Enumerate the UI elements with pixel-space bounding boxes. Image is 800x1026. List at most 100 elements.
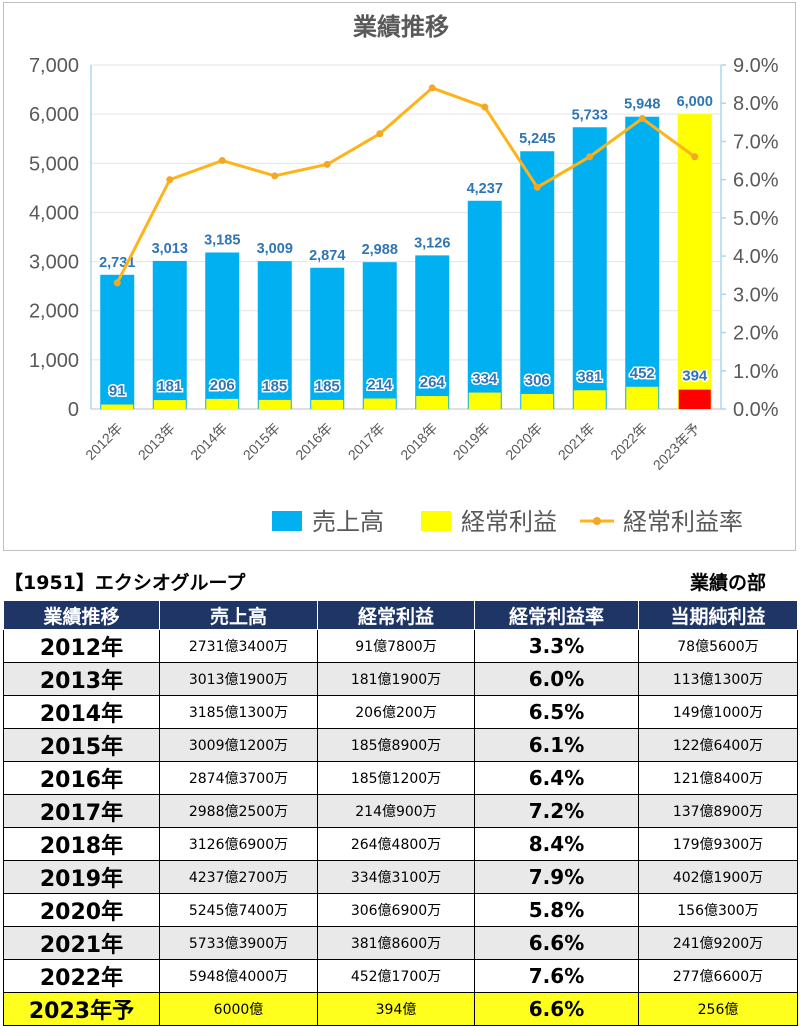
cell-revenue: 6000億	[159, 992, 318, 1026]
cell-ordinary-profit: 91億7800万	[317, 629, 475, 663]
revenue-bar	[257, 261, 292, 409]
table-row: 2014年 3185億1300万 206億200万 6.5% 149億1000万	[3, 695, 798, 729]
chart-title: 業績推移	[353, 13, 449, 41]
cell-revenue: 4237億2700万	[159, 860, 318, 894]
chart-panel: 業績推移 0 1,000 2,000 3,000 4,000 5,000 6,000 7,000…	[3, 2, 796, 551]
cell-revenue: 2731億3400万	[159, 629, 318, 663]
cell-revenue: 5733億3900万	[159, 926, 318, 960]
revenue-bar	[100, 274, 135, 409]
y-right-tick-label: 2.0%	[733, 323, 779, 345]
header-revenue: 売上高	[159, 600, 318, 630]
cell-ordinary-profit: 264億4800万	[317, 827, 475, 861]
cell-net-income: 122億6400万	[638, 728, 798, 762]
x-tick-label: 2015年	[240, 420, 283, 463]
cell-profit-margin: 6.6%	[474, 992, 639, 1026]
ordinary-profit-data-label: 381	[577, 368, 602, 385]
table-row: 2015年 3009億1200万 185億8900万 6.1% 122億6400万	[3, 728, 798, 762]
ordinary-profit-bar	[416, 396, 449, 409]
cell-ordinary-profit: 334億3100万	[317, 860, 475, 894]
y-left-tick-label: 3,000	[29, 252, 79, 274]
x-tick-label: 2021年	[555, 420, 598, 463]
profit-margin-point	[533, 183, 541, 191]
cell-profit-margin: 6.5%	[474, 695, 639, 729]
x-tick-label: 2018年	[397, 420, 440, 463]
y-right-tick-label: 5.0%	[733, 208, 779, 230]
revenue-bar	[310, 267, 345, 409]
performance-chart: 業績推移 0 1,000 2,000 3,000 4,000 5,000 6,000 7,000…	[29, 13, 779, 536]
ordinary-profit-data-label: 185	[262, 378, 287, 395]
ordinary-profit-bar	[468, 392, 501, 409]
cell-profit-margin: 6.0%	[474, 662, 639, 696]
table-row: 2019年 4237億2700万 334億3100万 7.9% 402億1900万	[3, 860, 798, 894]
y-left-tick-label: 6,000	[29, 104, 79, 126]
profit-margin-point	[586, 153, 594, 161]
profit-margin-point	[691, 153, 699, 161]
legend-swatch-revenue	[272, 511, 302, 531]
y-left-tick-label: 5,000	[29, 153, 79, 175]
cell-net-income: 277億6600万	[638, 959, 798, 993]
cell-ordinary-profit: 381億8600万	[317, 926, 475, 960]
ordinary-profit-data-label: 264	[420, 374, 446, 391]
cell-net-income: 149億1000万	[638, 695, 798, 729]
ordinary-profit-bar	[258, 399, 291, 409]
cell-revenue: 2874億3700万	[159, 761, 318, 795]
ordinary-profit-bar	[678, 389, 711, 409]
section-label: 業績の部	[689, 572, 766, 594]
cell-net-income: 179億9300万	[638, 827, 798, 861]
cell-year: 2018年	[3, 827, 160, 861]
cell-net-income: 121億8400万	[638, 761, 798, 795]
ordinary-profit-bar	[206, 398, 239, 409]
cell-profit-margin: 5.8%	[474, 893, 639, 927]
y-left-tick-label: 1,000	[29, 350, 79, 372]
y-right-tick-label: 8.0%	[733, 93, 779, 115]
revenue-bar	[520, 151, 555, 409]
y-left-tick-label: 2,000	[29, 301, 79, 323]
ordinary-profit-data-label: 452	[630, 365, 655, 382]
ordinary-profit-data-label: 185	[315, 378, 340, 395]
table-row: 2017年 2988億2500万 214億900万 7.2% 137億8900万	[3, 794, 798, 828]
cell-year: 2014年	[3, 695, 160, 729]
cell-net-income: 241億9200万	[638, 926, 798, 960]
ordinary-profit-data-label: 181	[157, 378, 182, 395]
revenue-data-label: 3,013	[152, 241, 188, 257]
table-row: 2013年 3013億1900万 181億1900万 6.0% 113億1300万	[3, 662, 798, 696]
ordinary-profit-bar	[363, 398, 396, 409]
y-right-tick-label: 9.0%	[733, 55, 779, 77]
cell-net-income: 156億300万	[638, 893, 798, 927]
cell-year: 2019年	[3, 860, 160, 894]
revenue-data-label: 5,245	[519, 131, 555, 147]
ordinary-profit-data-label: 394	[682, 368, 708, 385]
y-left-tick-label: 0	[68, 399, 79, 421]
table-row: 2020年 5245億7400万 306億6900万 5.8% 156億300万	[3, 893, 798, 927]
y-left-tick-label: 7,000	[29, 55, 79, 77]
cell-ordinary-profit: 206億200万	[317, 695, 475, 729]
profit-margin-point	[271, 172, 279, 180]
cell-ordinary-profit: 394億	[317, 992, 475, 1026]
legend-swatch-ordinary-profit	[421, 511, 451, 531]
legend-label-ordinary-profit: 経常利益	[461, 509, 557, 536]
profit-margin-point	[166, 176, 174, 184]
table-row: 2012年 2731億3400万 91億7800万 3.3% 78億5600万	[3, 629, 798, 663]
cell-profit-margin: 3.3%	[474, 629, 639, 663]
cell-profit-margin: 6.4%	[474, 761, 639, 795]
profit-margin-line	[115, 86, 696, 284]
revenue-bar	[572, 127, 607, 409]
table-row: 2022年 5948億4000万 452億1700万 7.6% 277億6600万	[3, 959, 798, 993]
cell-profit-margin: 8.4%	[474, 827, 639, 861]
profit-margin-point	[323, 160, 331, 168]
cell-profit-margin: 6.6%	[474, 926, 639, 960]
cell-net-income: 113億1300万	[638, 662, 798, 696]
revenue-bar	[362, 262, 397, 409]
cell-net-income: 78億5600万	[638, 629, 798, 663]
y-right-tick-label: 6.0%	[733, 170, 779, 192]
revenue-bar	[467, 200, 502, 409]
cell-year: 2021年	[3, 926, 160, 960]
table-row: 2023年予 6000億 394億 6.6% 256億	[3, 992, 798, 1026]
cell-net-income: 402億1900万	[638, 860, 798, 894]
cell-revenue: 3009億1200万	[159, 728, 318, 762]
cell-ordinary-profit: 181億1900万	[317, 662, 475, 696]
revenue-bar	[205, 252, 240, 409]
x-tick-label: 2013年	[135, 420, 178, 463]
table-header-row: 業績推移 売上高 経常利益 経常利益率 当期純利益	[3, 600, 798, 630]
cell-year: 2016年	[3, 761, 160, 795]
